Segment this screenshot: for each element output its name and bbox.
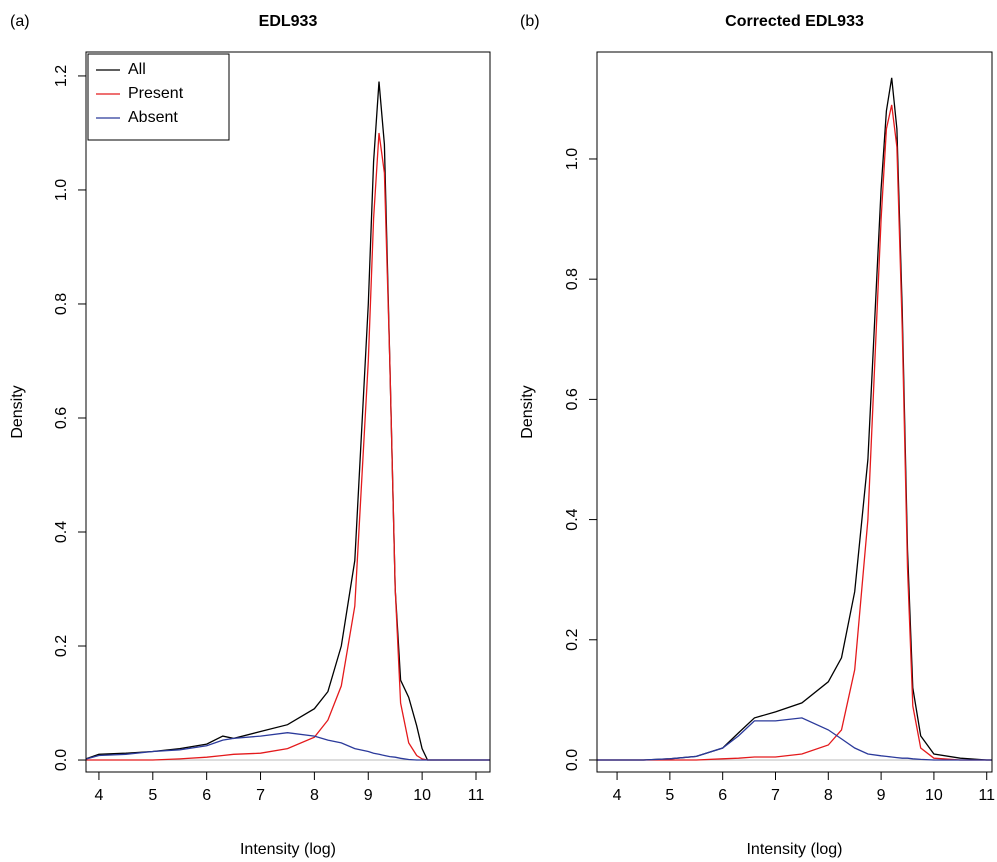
x-tick-label: 11 xyxy=(468,787,485,804)
plot-frame xyxy=(85,51,491,773)
y-tick-label: 0.2 xyxy=(564,629,581,651)
x-tick-label: 10 xyxy=(925,787,943,804)
x-axis-label: Intensity (log) xyxy=(240,841,336,858)
x-tick-label: 6 xyxy=(202,787,211,804)
density-line xyxy=(597,104,992,761)
density-line xyxy=(597,77,992,761)
x-tick-label: 6 xyxy=(718,787,727,804)
legend-label: Present xyxy=(128,85,184,102)
x-tick-label: 9 xyxy=(364,787,373,804)
x-tick-label: 11 xyxy=(978,787,995,804)
x-axis-label: Intensity (log) xyxy=(746,841,842,858)
x-tick-label: 8 xyxy=(310,787,319,804)
y-axis-label: Density xyxy=(519,385,536,438)
y-tick-label: 0.6 xyxy=(564,388,581,410)
plot-frame xyxy=(596,51,993,773)
y-tick-label: 1.0 xyxy=(564,148,581,170)
y-tick-label: 0.2 xyxy=(53,635,70,657)
y-tick-label: 0.8 xyxy=(564,268,581,290)
y-tick-label: 1.2 xyxy=(53,65,70,87)
x-tick-label: 5 xyxy=(148,787,157,804)
y-tick-label: 1.0 xyxy=(53,179,70,201)
density-line xyxy=(86,132,490,761)
density-line xyxy=(86,732,490,761)
x-tick-label: 7 xyxy=(256,787,265,804)
y-tick-label: 0.8 xyxy=(53,293,70,315)
y-tick-label: 0.4 xyxy=(564,508,581,530)
x-tick-label: 10 xyxy=(413,787,431,804)
y-axis-label: Density xyxy=(9,385,26,438)
y-tick-label: 0.6 xyxy=(53,407,70,429)
x-tick-label: 9 xyxy=(877,787,886,804)
legend-box xyxy=(87,53,230,141)
y-tick-label: 0.4 xyxy=(53,521,70,543)
x-tick-label: 4 xyxy=(94,787,103,804)
panel-label: (a) xyxy=(10,13,30,30)
chart-title: Corrected EDL933 xyxy=(725,13,864,30)
legend-label: Absent xyxy=(128,109,178,126)
density-line xyxy=(597,717,992,761)
density-line xyxy=(86,81,490,761)
y-tick-label: 0.0 xyxy=(53,749,70,771)
x-tick-label: 7 xyxy=(771,787,780,804)
y-tick-label: 0.0 xyxy=(564,749,581,771)
panel-label: (b) xyxy=(520,13,540,30)
x-tick-label: 8 xyxy=(824,787,833,804)
x-tick-label: 4 xyxy=(613,787,622,804)
chart-title: EDL933 xyxy=(259,13,318,30)
x-tick-label: 5 xyxy=(665,787,674,804)
legend-label: All xyxy=(128,61,146,78)
